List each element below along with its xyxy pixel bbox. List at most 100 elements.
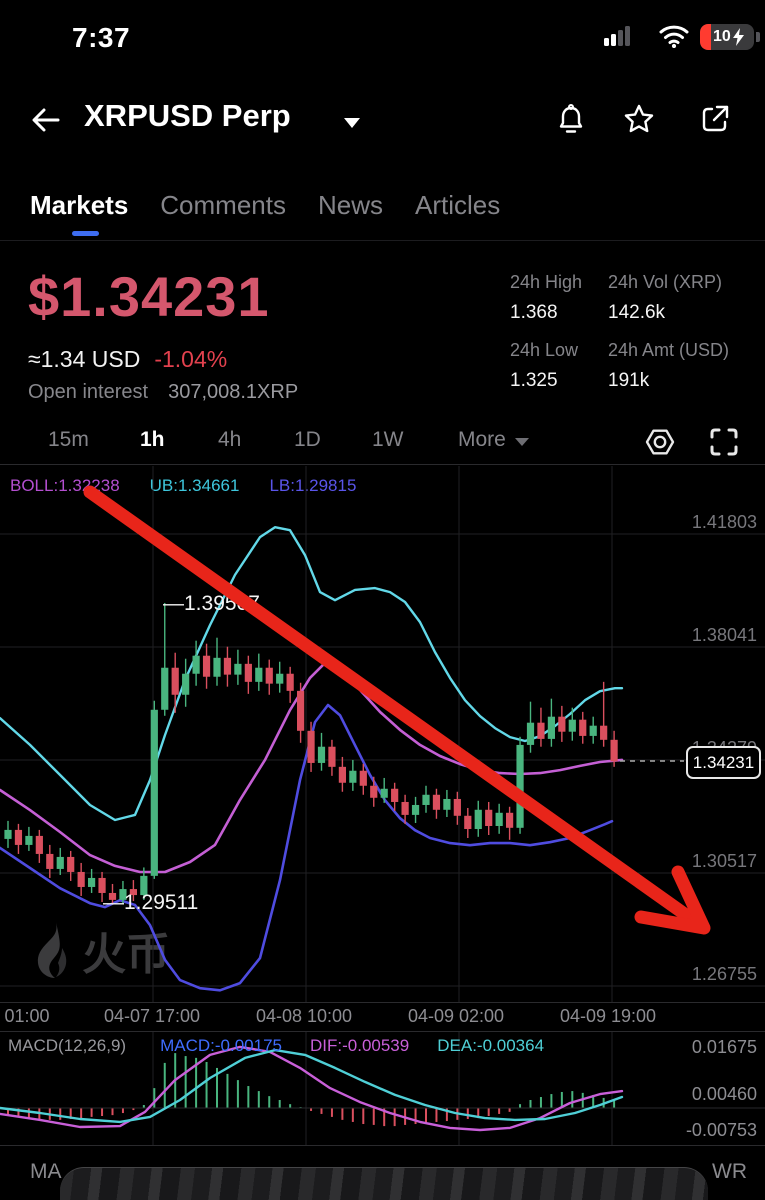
candle-body xyxy=(234,663,242,675)
candle-body xyxy=(286,673,294,691)
stat-value: 191k xyxy=(608,370,650,391)
back-icon[interactable] xyxy=(28,104,62,136)
candle-body xyxy=(161,667,169,710)
candle-body xyxy=(25,835,33,845)
indicator-tab-wr[interactable]: WR xyxy=(712,1160,747,1183)
candle-body xyxy=(182,673,190,695)
timeframe-1d[interactable]: 1D xyxy=(294,428,321,451)
charging-bolt-icon xyxy=(732,28,744,46)
page-title[interactable]: XRPUSD Perp xyxy=(84,98,291,133)
dif-value-label: DIF:-0.00539 xyxy=(310,1036,410,1055)
timeframe-1h[interactable]: 1h xyxy=(140,428,165,451)
signal-bar xyxy=(604,38,609,46)
x-axis-label: 01:00 xyxy=(4,1006,49,1026)
indicator-settings-icon[interactable] xyxy=(644,426,676,458)
stat-label: 24h High xyxy=(510,272,583,292)
candle-body xyxy=(547,716,555,739)
stat-24h-vol: 24h Vol (XRP) 142.6k xyxy=(608,272,722,324)
boll-ub-label: UB:1.34661 xyxy=(149,476,240,495)
x-axis-label: 04-09 02:00 xyxy=(408,1006,504,1026)
tab-markets[interactable]: Markets xyxy=(30,190,129,220)
macd-dea-line xyxy=(0,1048,624,1124)
candle-body xyxy=(474,809,482,830)
candle-body xyxy=(558,716,566,732)
last-price: $1.34231 xyxy=(28,265,270,328)
candle-body xyxy=(307,730,315,763)
timeframe-more[interactable]: More xyxy=(458,428,506,451)
stat-24h-high: 24h High 1.368 xyxy=(510,272,582,324)
tab-divider xyxy=(0,240,765,241)
more-caret-icon xyxy=(515,438,529,446)
candle-body xyxy=(223,657,232,675)
candle-body xyxy=(129,889,137,896)
boll-lower-band xyxy=(0,703,614,992)
candle-body xyxy=(150,709,158,876)
candle-body xyxy=(411,804,420,815)
signal-strength-icon xyxy=(604,26,630,46)
active-tab-indicator xyxy=(72,231,99,236)
favorite-star-icon[interactable] xyxy=(622,102,656,136)
stat-value: 1.325 xyxy=(510,370,558,391)
price-change-percent: -1.04% xyxy=(154,346,228,372)
candle-body xyxy=(244,663,252,682)
stat-label: 24h Vol (XRP) xyxy=(608,272,723,292)
candle-body xyxy=(338,766,346,783)
y-axis-label: 1.38041 xyxy=(692,625,757,645)
candle-body xyxy=(464,815,472,830)
tab-comments[interactable]: Comments xyxy=(160,190,286,220)
huobi-flame-icon xyxy=(37,922,67,978)
fullscreen-icon[interactable] xyxy=(708,426,740,458)
candle-body xyxy=(276,673,284,684)
macd-value-label: MACD:-0.00175 xyxy=(160,1036,282,1055)
macd-axis-label: 0.01675 xyxy=(692,1037,757,1057)
candle-body xyxy=(108,892,117,900)
candle-body xyxy=(140,875,148,896)
wifi-icon xyxy=(659,25,689,48)
alerts-bell-icon[interactable] xyxy=(554,102,588,136)
tab-news[interactable]: News xyxy=(317,190,383,220)
timeframe-1w[interactable]: 1W xyxy=(372,428,404,451)
share-icon[interactable] xyxy=(698,102,732,136)
candle-body xyxy=(98,877,106,893)
boll-upper-band xyxy=(0,526,624,822)
indicator-tab-ma[interactable]: MA xyxy=(30,1160,62,1183)
bottom-sheet[interactable] xyxy=(60,1167,708,1200)
timeframe-4h[interactable]: 4h xyxy=(218,428,242,451)
candle-body xyxy=(453,798,461,816)
title-dropdown-caret-icon[interactable] xyxy=(344,118,360,128)
candle-body xyxy=(265,667,273,684)
candle-body xyxy=(401,801,409,815)
candle-body xyxy=(579,719,587,736)
candle-body xyxy=(516,744,524,828)
y-axis-label: 1.26755 xyxy=(692,964,757,984)
tab-bar: Markets Comments News Articles xyxy=(30,190,500,221)
stat-24h-low: 24h Low 1.325 xyxy=(510,340,578,392)
price-annotation: —1.29511 xyxy=(103,891,198,914)
status-time: 7:37 xyxy=(72,22,131,53)
battery-level-fill xyxy=(700,24,711,50)
dea-value-label: DEA:-0.00364 xyxy=(437,1036,545,1055)
macd-indicator-labels: MACD(12,26,9) MACD:-0.00175 DIF:-0.00539… xyxy=(8,1036,544,1056)
stat-value: 1.368 xyxy=(510,302,558,323)
stat-label: 24h Low xyxy=(510,340,579,360)
candle-body xyxy=(328,746,336,767)
candle-body xyxy=(255,667,263,682)
candle-body xyxy=(391,788,399,802)
candle-body xyxy=(495,812,503,827)
candle-body xyxy=(349,770,357,783)
candle-body xyxy=(4,829,12,839)
boll-lb-label: LB:1.29815 xyxy=(269,476,357,495)
candle-body xyxy=(485,809,493,827)
open-interest-value: 307,008.1XRP xyxy=(168,381,299,403)
macd-axis-label: -0.00753 xyxy=(686,1120,757,1140)
fiat-price: ≈1.34 USD xyxy=(28,346,141,372)
candle-body xyxy=(359,770,367,786)
candle-body xyxy=(297,690,305,731)
tab-articles[interactable]: Articles xyxy=(415,190,501,220)
y-axis-label: 1.30517 xyxy=(692,851,757,871)
candle-body xyxy=(589,725,597,736)
timeframe-15m[interactable]: 15m xyxy=(48,428,89,451)
open-interest-label: Open interest xyxy=(28,381,149,403)
